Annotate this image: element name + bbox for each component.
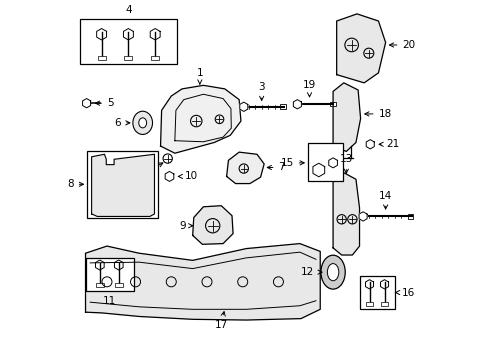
Bar (80, 19, 176, 64)
Text: 9: 9 (179, 221, 192, 231)
Text: 2: 2 (146, 163, 163, 175)
Bar (85, 258, 134, 291)
Polygon shape (82, 99, 90, 108)
Polygon shape (97, 28, 106, 40)
Text: 6: 6 (114, 118, 130, 128)
Bar (307, 143, 343, 181)
Text: 10: 10 (178, 171, 198, 181)
Polygon shape (358, 212, 366, 221)
Text: 3: 3 (258, 82, 264, 100)
Polygon shape (95, 260, 104, 270)
Polygon shape (160, 85, 241, 153)
Polygon shape (332, 172, 359, 255)
Text: 1: 1 (196, 68, 203, 84)
Text: 7: 7 (267, 162, 285, 172)
Polygon shape (226, 152, 264, 184)
Polygon shape (91, 154, 154, 216)
Text: 8: 8 (67, 179, 83, 189)
Bar (380, 302, 387, 306)
Polygon shape (114, 260, 123, 270)
Polygon shape (239, 102, 247, 111)
Bar (407, 214, 413, 219)
Text: 4: 4 (125, 5, 131, 15)
Bar (365, 302, 372, 306)
Text: 18: 18 (364, 109, 391, 119)
Bar (329, 102, 335, 107)
Polygon shape (328, 158, 337, 168)
Bar (115, 283, 122, 287)
Polygon shape (192, 206, 233, 244)
Bar (151, 57, 159, 60)
Ellipse shape (139, 118, 146, 128)
Polygon shape (365, 280, 373, 289)
Polygon shape (332, 83, 360, 152)
Text: 12: 12 (300, 267, 322, 277)
Ellipse shape (326, 264, 338, 281)
Polygon shape (336, 14, 385, 83)
Bar (98, 57, 105, 60)
Text: 19: 19 (302, 80, 316, 97)
Text: 11: 11 (102, 296, 116, 306)
Polygon shape (85, 244, 320, 320)
Text: 17: 17 (214, 312, 227, 330)
Text: 15: 15 (280, 158, 304, 168)
Text: 20: 20 (388, 40, 415, 50)
Text: 13: 13 (339, 154, 352, 173)
Text: 14: 14 (378, 191, 391, 209)
Bar (280, 104, 285, 109)
Polygon shape (366, 140, 373, 149)
Bar (124, 57, 132, 60)
Polygon shape (150, 28, 160, 40)
Bar (86, 152, 158, 217)
Polygon shape (165, 171, 173, 181)
Polygon shape (312, 163, 324, 177)
Polygon shape (123, 28, 133, 40)
Text: 21: 21 (378, 139, 399, 149)
Bar (96, 283, 103, 287)
Ellipse shape (133, 111, 152, 134)
Bar (359, 276, 394, 309)
Polygon shape (380, 280, 388, 289)
Ellipse shape (320, 255, 345, 289)
Text: 16: 16 (395, 288, 414, 297)
Text: 5: 5 (95, 98, 113, 108)
Polygon shape (293, 100, 301, 109)
